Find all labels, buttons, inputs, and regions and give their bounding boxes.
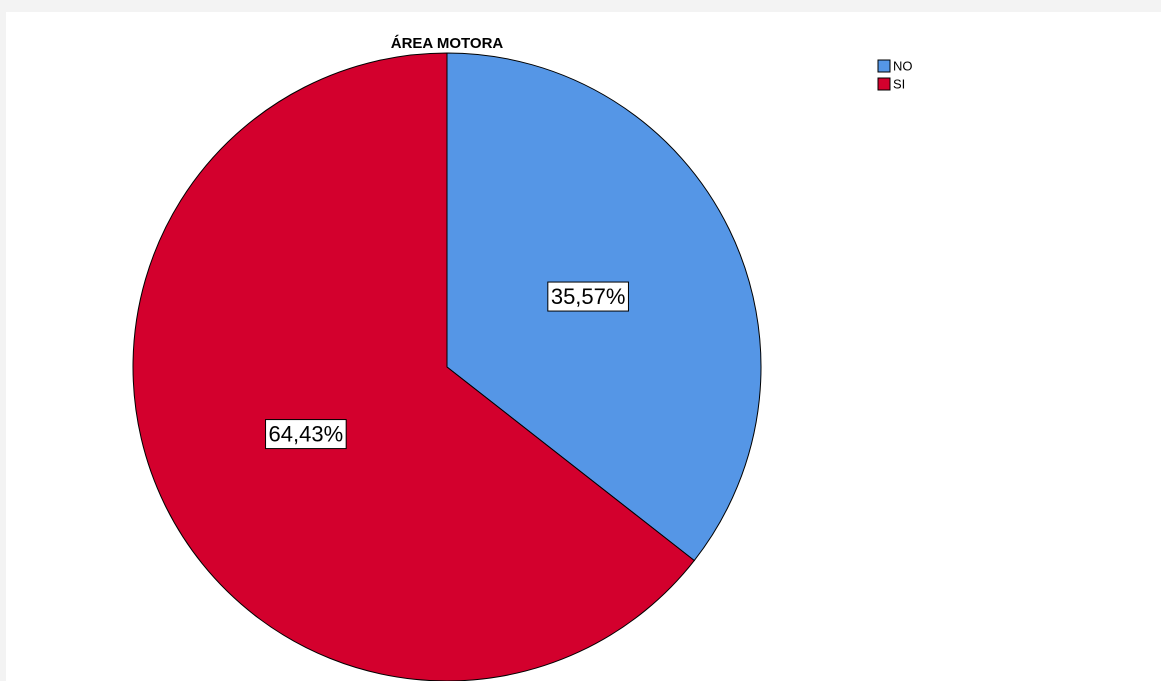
pie-slice — [132, 52, 695, 681]
chart-title: ÁREA MOTORA — [391, 35, 504, 52]
value-label-box — [265, 419, 347, 450]
value-label: 35,57% — [551, 284, 626, 309]
legend-swatch — [877, 77, 891, 91]
legend-swatch — [877, 59, 891, 73]
value-label-box — [547, 281, 629, 312]
legend-label: SI — [893, 76, 905, 91]
value-label: 64,43% — [269, 422, 344, 447]
legend-label: NO — [893, 58, 913, 73]
